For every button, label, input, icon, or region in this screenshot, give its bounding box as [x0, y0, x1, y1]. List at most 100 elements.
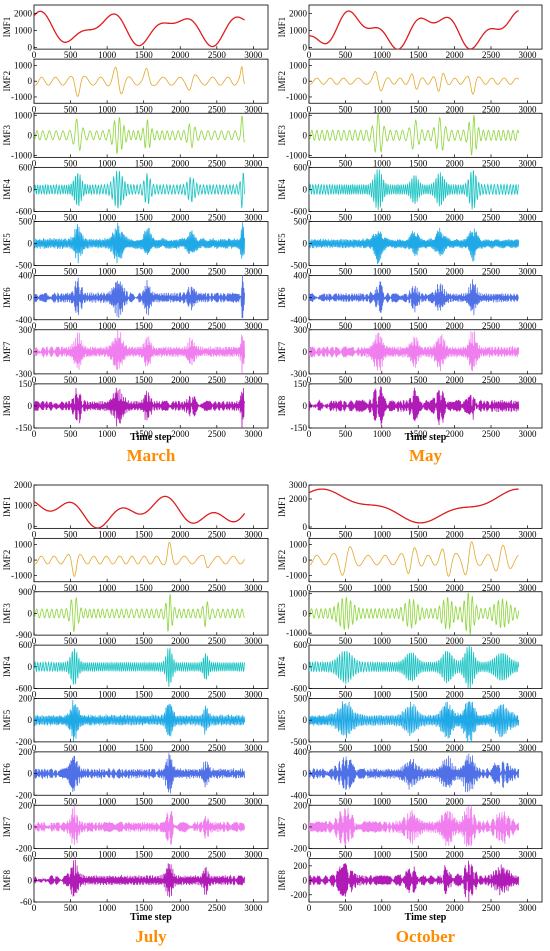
y-tick-label: -900	[16, 630, 33, 640]
x-tick-label: 1000	[373, 743, 392, 753]
x-tick-label: 2000	[171, 104, 190, 114]
series-label-imf3: IMF3	[2, 125, 12, 146]
y-tick-label: 0	[303, 822, 308, 832]
series-line-imf4	[309, 169, 520, 211]
x-tick-label: 2000	[446, 743, 465, 753]
x-tick-label: 1000	[373, 158, 392, 168]
y-tick-label: 300	[294, 325, 308, 335]
series-label-imf8: IMF8	[277, 395, 287, 416]
x-tick-label: 1500	[135, 104, 154, 114]
series-label-imf7: IMF7	[2, 341, 12, 362]
panel-title: March	[127, 446, 176, 465]
x-tick-label: 2500	[482, 850, 501, 860]
x-tick-label: 1000	[98, 429, 117, 439]
x-tick-label: 1000	[98, 213, 117, 223]
x-tick-label: 1000	[98, 375, 117, 385]
x-tick-label: 2500	[482, 743, 501, 753]
series-label-imf1: IMF1	[2, 496, 12, 517]
x-tick-label: 0	[32, 213, 37, 223]
series-label-imf3: IMF3	[2, 603, 12, 624]
x-tick-label: 2000	[446, 321, 465, 331]
x-tick-label: 2000	[446, 529, 465, 539]
y-tick-label: 0	[303, 715, 308, 725]
series-label-imf5: IMF5	[2, 233, 12, 254]
y-tick-label: 600	[19, 640, 33, 650]
x-tick-label: 2500	[482, 429, 501, 439]
x-axis-label: Time step	[130, 432, 172, 443]
x-tick-label: 3000	[244, 429, 263, 439]
y-tick-label: 0	[28, 76, 33, 86]
x-tick-label: 3000	[244, 158, 263, 168]
y-tick-label: -600	[291, 207, 308, 217]
y-tick-label: -200	[16, 844, 33, 854]
x-tick-label: 2000	[446, 583, 465, 593]
x-tick-label: 500	[64, 213, 78, 223]
y-tick-label: 1000	[289, 110, 308, 120]
x-tick-label: 500	[64, 375, 78, 385]
series-label-imf6: IMF6	[2, 763, 12, 784]
y-tick-label: 1000	[289, 589, 308, 599]
y-tick-label: -1000	[11, 92, 32, 102]
x-tick-label: 2500	[482, 375, 501, 385]
series-line-imf1	[309, 488, 519, 524]
series-line-imf7	[309, 805, 520, 848]
y-tick-label: 0	[303, 555, 308, 565]
y-tick-label: -500	[16, 261, 33, 271]
series-line-imf4	[34, 170, 245, 209]
x-tick-label: 1000	[98, 267, 117, 277]
y-tick-label: 150	[19, 379, 33, 389]
x-tick-label: 3000	[244, 321, 263, 331]
x-tick-label: 3000	[244, 267, 263, 277]
series-label-imf1: IMF1	[277, 496, 287, 517]
y-tick-label: 3000	[289, 480, 308, 490]
x-tick-label: 2500	[482, 267, 501, 277]
x-tick-label: 2000	[171, 529, 190, 539]
x-tick-label: 1500	[409, 850, 428, 860]
x-tick-label: 0	[307, 636, 312, 646]
x-tick-label: 2000	[171, 213, 190, 223]
x-tick-label: 2500	[208, 375, 227, 385]
x-tick-label: 1500	[135, 796, 154, 806]
x-tick-label: 2000	[171, 50, 190, 60]
y-tick-label: -200	[16, 790, 33, 800]
x-tick-label: 1000	[98, 158, 117, 168]
x-tick-label: 2500	[482, 636, 501, 646]
series-line-imf1	[34, 10, 245, 48]
y-tick-label: 150	[294, 379, 308, 389]
x-tick-label: 0	[307, 321, 312, 331]
x-tick-label: 1000	[373, 529, 392, 539]
x-tick-label: 2500	[482, 50, 501, 60]
y-tick-label: 0	[303, 662, 308, 672]
x-tick-label: 1000	[98, 690, 117, 700]
x-tick-label: 2500	[208, 104, 227, 114]
x-tick-label: 1500	[135, 267, 154, 277]
x-tick-label: 1500	[409, 690, 428, 700]
series-label-imf6: IMF6	[277, 763, 287, 784]
x-tick-label: 2500	[208, 636, 227, 646]
y-tick-label: 0	[303, 608, 308, 618]
x-axis-label: Time step	[405, 912, 447, 923]
y-tick-label: -600	[291, 684, 308, 694]
x-tick-label: 1000	[98, 850, 117, 860]
x-tick-label: 1500	[135, 529, 154, 539]
series-line-imf6	[309, 279, 519, 316]
series-label-imf1: IMF1	[277, 17, 287, 38]
x-tick-label: 500	[64, 50, 78, 60]
series-line-imf8	[34, 387, 245, 428]
panel-title: May	[409, 446, 443, 465]
y-tick-label: -150	[291, 423, 308, 433]
x-tick-label: 1500	[409, 50, 428, 60]
y-tick-label: 0	[28, 608, 33, 618]
x-tick-label: 1500	[409, 429, 428, 439]
